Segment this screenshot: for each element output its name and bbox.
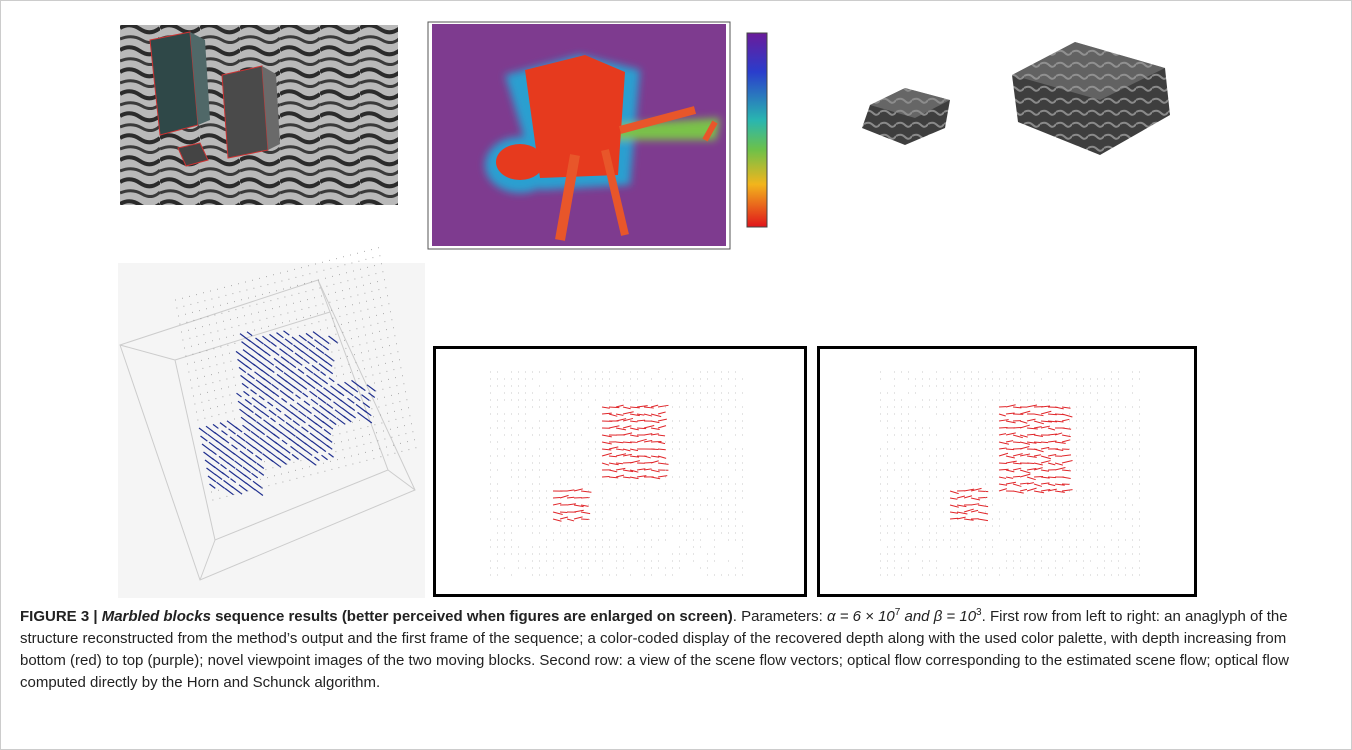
flow-vector (1041, 442, 1048, 443)
estimated-optical-flow-panel (435, 348, 806, 596)
beta-param: and β = 10 (900, 608, 976, 625)
horn-schunck-flow-panel (819, 348, 1196, 596)
flow-vector (1006, 449, 1014, 450)
scene-flow-panel (118, 248, 425, 598)
flow-vector (609, 407, 619, 408)
flow-vector (1034, 442, 1041, 443)
depth-map-panel (428, 22, 767, 249)
sequence-name: Marbled blocks (102, 608, 211, 625)
flow-vector (1048, 477, 1056, 478)
flow-vector (553, 497, 560, 498)
flow-vector (616, 463, 623, 464)
alpha-param: α = 6 × 10 (827, 608, 895, 625)
page: {"figure": { "label": "FIGURE 3 | ", "ti… (0, 0, 1352, 750)
caption-title: sequence results (better perceived when … (211, 608, 733, 625)
flow-vector (1013, 476, 1020, 477)
figure-label: FIGURE 3 | (20, 608, 102, 625)
flow-vector (978, 497, 987, 498)
flow-vector (560, 512, 567, 513)
flow-vector (602, 476, 610, 477)
flow-vector (1027, 463, 1034, 464)
flow-vector (978, 491, 988, 492)
novel-viewpoint-panel (862, 42, 1170, 155)
figure-panels (0, 0, 1352, 600)
params-prefix: . Parameters: (733, 608, 827, 625)
figure-caption: FIGURE 3 | Marbled blocks sequence resul… (20, 606, 1332, 694)
anaglyph-panel (120, 25, 398, 205)
